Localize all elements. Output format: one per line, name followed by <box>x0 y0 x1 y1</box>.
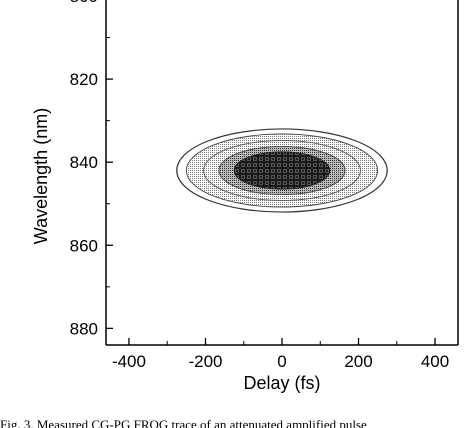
x-axis-label: Delay (fs) <box>243 373 320 393</box>
frog-trace <box>176 128 388 213</box>
y-tick-label: 800 <box>70 0 98 6</box>
x-tick-label: 200 <box>344 352 372 371</box>
y-tick-label: 880 <box>70 319 98 338</box>
y-axis-label: Wavelength (nm) <box>31 108 51 244</box>
y-tick-label: 820 <box>70 70 98 89</box>
y-tick-label: 840 <box>70 153 98 172</box>
contour-level-1 <box>176 128 388 213</box>
x-tick-label: -200 <box>188 352 222 371</box>
x-tick-label: -400 <box>112 352 146 371</box>
x-axis: -400 -200 0 200 400 <box>112 338 449 371</box>
y-tick-label: 860 <box>70 236 98 255</box>
x-tick-label: 0 <box>277 352 286 371</box>
contour-level-5 <box>233 151 331 190</box>
y-axis: 800 820 840 860 880 <box>70 0 113 338</box>
figure-caption: Fig. 3. Measured CG-PG FROG trace of an … <box>0 417 367 428</box>
x-tick-label: 400 <box>421 352 449 371</box>
